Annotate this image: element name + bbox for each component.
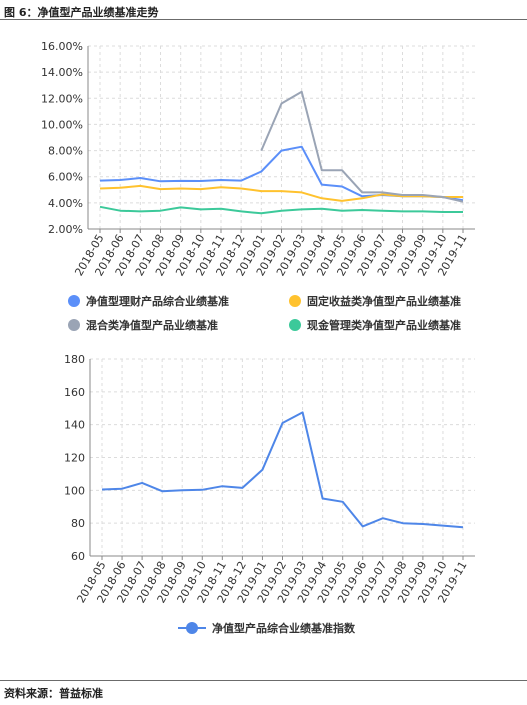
y-tick-label: 8.00% <box>48 145 83 158</box>
y-tick-label: 2.00% <box>48 223 83 236</box>
legend-label: 净值型产品综合业绩基准指数 <box>212 621 356 635</box>
y-tick-label: 80 <box>71 517 85 530</box>
y-tick-label: 6.00% <box>48 171 83 184</box>
series-line-3 <box>260 90 464 203</box>
series-line-1 <box>101 411 464 529</box>
y-tick-label: 60 <box>71 550 85 563</box>
legend-label: 净值型理财产品综合业绩基准 <box>86 294 229 308</box>
legend-label: 固定收益类净值型产品业绩基准 <box>307 294 461 308</box>
y-tick-label: 16.00% <box>41 40 83 53</box>
legend-label: 现金管理类净值型产品业绩基准 <box>307 318 461 332</box>
y-tick-label: 180 <box>64 353 85 366</box>
source-note: 资料来源：普益标准 <box>4 687 103 700</box>
y-tick-label: 10.00% <box>41 118 83 131</box>
legend-label: 混合类净值型产品业绩基准 <box>86 318 218 332</box>
y-tick-label: 120 <box>64 452 85 465</box>
figure-title: 图 6：净值型产品业绩基准走势 <box>4 6 159 19</box>
legend-marker <box>68 295 80 307</box>
series-line-4 <box>99 205 463 215</box>
y-tick-label: 12.00% <box>41 92 83 105</box>
legend-marker <box>289 319 301 331</box>
chart-performance-benchmarks: 16.00% 14.00% 12.00% 10.00% 8.00% 6.00% 4.00% 2… <box>41 40 475 332</box>
legend-marker <box>186 622 198 634</box>
top-rule <box>0 19 527 20</box>
y-tick-label: 14.00% <box>41 66 83 79</box>
y-tick-label: 160 <box>64 386 85 399</box>
bottom-rule <box>0 680 527 681</box>
y-tick-label: 4.00% <box>48 197 83 210</box>
y-tick-label: 100 <box>64 484 85 497</box>
chart-composite-index: 18016014012010080602018-052018-062018-07… <box>64 353 475 635</box>
legend-marker <box>289 295 301 307</box>
y-tick-label: 140 <box>64 419 85 432</box>
legend-marker <box>68 319 80 331</box>
